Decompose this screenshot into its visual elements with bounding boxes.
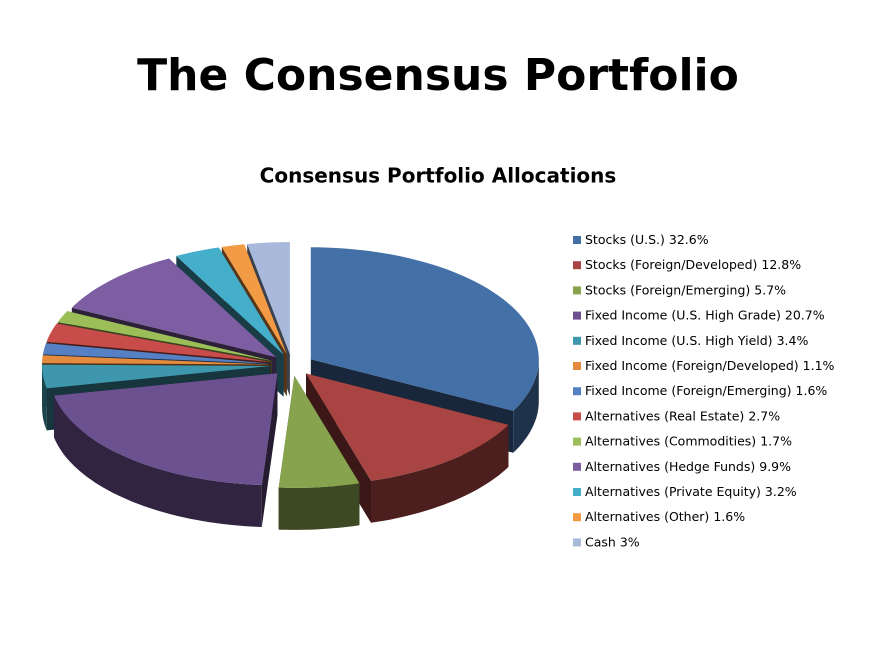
legend-category: Stocks (Foreign/Emerging) [585, 282, 750, 297]
legend-label: Alternatives (Real Estate) 2.7% [585, 408, 780, 423]
legend-swatch [573, 387, 581, 396]
legend-label: Alternatives (Hedge Funds) 9.9% [585, 458, 791, 473]
legend-swatch [573, 261, 581, 270]
legend-label: Stocks (Foreign/Emerging) 5.7% [585, 282, 786, 297]
slice [54, 373, 278, 485]
legend-swatch [573, 336, 581, 345]
slice [57, 311, 272, 361]
legend-label: Fixed Income (U.S. High Yield) 3.4% [585, 332, 808, 347]
legend-value: 32.6% [669, 232, 709, 247]
page-title: The Consensus Portfolio [137, 50, 739, 101]
legend-category: Fixed Income (Foreign/Developed) [585, 358, 799, 373]
legend-swatch [573, 513, 581, 522]
slice-side [54, 395, 262, 527]
legend-category: Alternatives (Private Equity) [585, 484, 761, 499]
legend-category: Alternatives (Commodities) [585, 433, 756, 448]
slice [176, 247, 284, 355]
slice-side [513, 359, 539, 453]
legend-swatch [573, 286, 581, 295]
slice [46, 323, 271, 363]
legend-swatch [573, 462, 581, 471]
legend-category: Fixed Income (U.S. High Grade) [585, 307, 781, 322]
legend-value: 1.6% [713, 509, 745, 524]
legend-category: Fixed Income (Foreign/Emerging) [585, 383, 792, 398]
legend-value: 12.8% [761, 257, 801, 272]
legend-value: 20.7% [785, 307, 825, 322]
slice [221, 244, 287, 355]
chart-title: Consensus Portfolio Allocations [260, 164, 617, 188]
legend-value: 1.6% [796, 383, 828, 398]
slice-side [42, 366, 47, 431]
slice [247, 242, 290, 354]
legend-swatch [573, 412, 581, 421]
legend-swatch [573, 311, 581, 320]
legend-swatch [573, 488, 581, 496]
legend-label: Cash 3% [585, 534, 640, 549]
legend-value: 1.7% [760, 433, 792, 448]
legend-category: Alternatives (Hedge Funds) [585, 458, 755, 473]
legend: Stocks (U.S.) 32.6% Stocks (Foreign/Develo… [573, 232, 835, 549]
legend-value: 3.4% [777, 332, 809, 347]
legend-label: Alternatives (Other) 1.6% [585, 509, 745, 524]
legend-value: 1.1% [803, 358, 835, 373]
slice [71, 258, 277, 358]
legend-label: Fixed Income (U.S. High Grade) 20.7% [585, 307, 825, 322]
slice [43, 343, 271, 364]
legend-value: 3% [620, 534, 640, 549]
pie [42, 242, 539, 530]
legend-label: Alternatives (Private Equity) 3.2% [585, 484, 797, 499]
legend-value: 2.7% [748, 408, 780, 423]
legend-swatch [573, 437, 581, 446]
legend-category: Stocks (U.S.) [585, 232, 665, 247]
legend-category: Cash [585, 534, 616, 549]
legend-category: Stocks (Foreign/Developed) [585, 257, 757, 272]
slice [306, 373, 509, 481]
slice [42, 364, 271, 389]
legend-value: 5.7% [754, 282, 786, 297]
legend-category: Alternatives (Real Estate) [585, 408, 744, 423]
legend-label: Fixed Income (Foreign/Developed) 1.1% [585, 358, 835, 373]
legend-swatch [573, 236, 581, 244]
legend-value: 9.9% [759, 458, 791, 473]
legend-swatch [573, 362, 581, 370]
legend-category: Fixed Income (U.S. High Yield) [585, 332, 773, 347]
legend-label: Stocks (U.S.) 32.6% [585, 232, 709, 247]
legend-category: Alternatives (Other) [585, 509, 709, 524]
legend-value: 3.2% [765, 484, 797, 499]
slice [310, 247, 539, 411]
legend-swatch [573, 538, 581, 547]
legend-label: Stocks (Foreign/Developed) 12.8% [585, 257, 801, 272]
slice [278, 375, 360, 488]
slice [42, 355, 270, 365]
legend-label: Alternatives (Commodities) 1.7% [585, 433, 792, 448]
legend-label: Fixed Income (Foreign/Emerging) 1.6% [585, 383, 827, 398]
slice-side [371, 424, 509, 523]
slice-side [278, 483, 360, 530]
